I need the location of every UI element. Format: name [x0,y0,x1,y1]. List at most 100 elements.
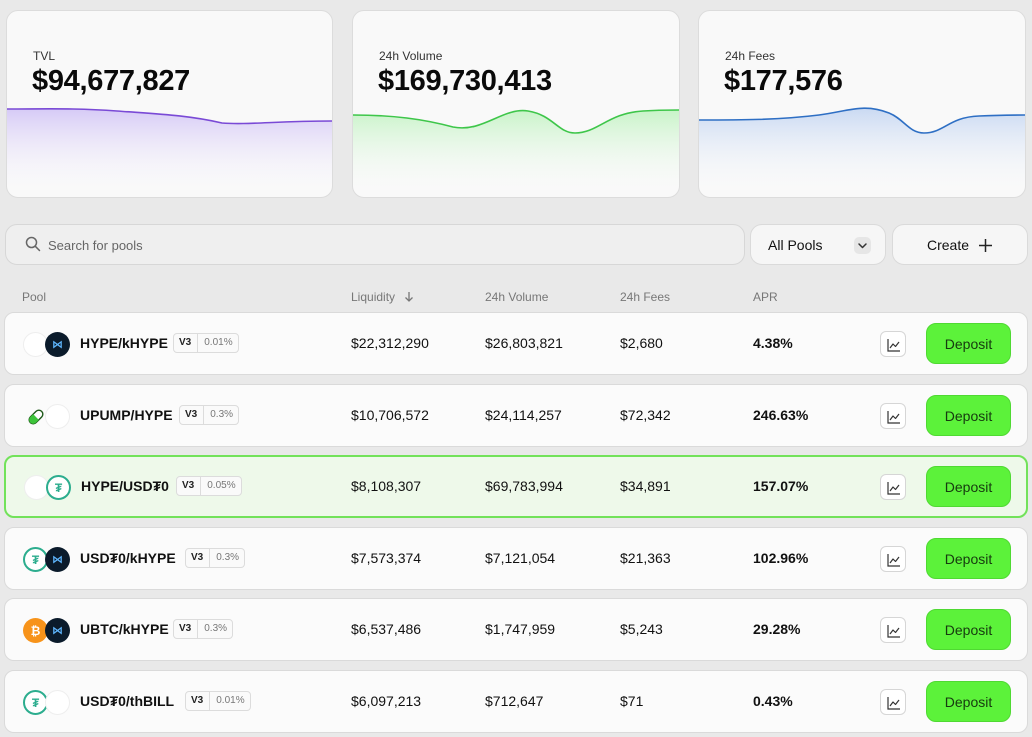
pool-fee-tier: 0.01% [204,337,233,348]
hype-token-icon [24,475,49,500]
pool-fee-tier: 0.3% [210,409,234,420]
pool-version-badge: V3 0.01% [185,691,251,711]
pool-volume: $26,803,821 [485,335,563,351]
upump-token-icon [23,404,48,429]
hype-token-icon [45,404,70,429]
pool-pair-name: HYPE/kHYPE [80,335,168,351]
line-chart-icon [887,554,900,567]
deposit-button[interactable]: Deposit [926,538,1011,579]
pool-chart-button[interactable] [880,403,906,429]
pool-fee-tier: 0.3% [216,552,240,563]
pool-fee-tier: 0.05% [207,480,236,491]
pool-pair-name: UBTC/kHYPE [80,621,169,637]
deposit-button[interactable]: Deposit [926,681,1011,722]
create-label: Create [927,237,970,253]
header-liquidity[interactable]: Liquidity [351,290,414,305]
pool-chart-button[interactable] [880,546,906,572]
deposit-button[interactable]: Deposit [926,395,1011,436]
header-pool: Pool [22,290,47,304]
arrow-down-icon [404,291,414,305]
pool-pair-name: UPUMP/HYPE [80,407,173,423]
chevron-down-icon [854,237,871,254]
usdt-token-icon: ₮ [46,475,71,500]
token-pair-icons: ₮ [23,690,73,716]
pool-apr: 102.96% [753,550,809,566]
fees-label: 24h Fees [725,49,776,63]
pool-fees: $2,680 [620,335,663,351]
deposit-button[interactable]: Deposit [926,609,1011,650]
pool-pair-name: HYPE/USD₮0 [81,478,169,494]
pool-chart-button[interactable] [880,331,906,357]
token-pair-icons: ⋈ [23,332,73,358]
pool-apr: 4.38% [753,335,793,351]
pool-row[interactable]: UPUMP/HYPE V3 0.3% $10,706,572 $24,114,257 $7… [4,384,1028,447]
pool-fees: $72,342 [620,407,671,423]
pool-volume: $7,121,054 [485,550,556,566]
token-pair-icons: ₮ [24,475,74,501]
hype-token-icon [23,332,48,357]
search-bar[interactable] [5,224,745,265]
pool-apr: 29.28% [753,621,801,637]
pool-volume: $1,747,959 [485,621,556,637]
pool-version-badge: V3 0.3% [173,619,234,639]
pool-pair-name: USD₮0/thBILL [80,693,175,709]
deposit-button[interactable]: Deposit [926,323,1011,364]
khype-token-icon: ⋈ [45,332,70,357]
pool-liquidity: $22,312,290 [351,335,429,351]
pool-pair-name: USD₮0/kHYPE [80,550,176,566]
pool-liquidity: $8,108,307 [351,478,422,494]
header-apr[interactable]: APR [753,290,778,304]
pool-fees: $5,243 [620,621,663,637]
pool-version: V3 [186,692,211,710]
volume-card: 24h Volume $169,730,413 [352,10,680,198]
pool-fees: $71 [620,693,644,709]
pool-version: V3 [186,549,211,567]
pool-row[interactable]: ⋈ HYPE/kHYPE V3 0.01% $22,312,290 $26,803,821… [4,312,1028,375]
khype-token-icon: ⋈ [45,547,70,572]
pool-liquidity: $7,573,374 [351,550,422,566]
pool-volume: $24,114,257 [485,407,562,423]
tvl-card: TVL $94,677,827 [6,10,333,198]
thbill-token-icon [45,690,70,715]
line-chart-icon [887,625,900,638]
pool-filter-value: All Pools [768,237,823,253]
pool-liquidity: $6,097,213 [351,693,422,709]
header-fees[interactable]: 24h Fees [620,290,671,304]
pool-version-badge: V3 0.3% [179,405,240,425]
token-pair-icons [23,404,73,430]
pool-version: V3 [174,334,199,352]
pool-volume: $712,647 [485,693,544,709]
tvl-sparkline [7,108,332,197]
pool-version: V3 [180,406,205,424]
token-pair-icons: ₿ ⋈ [23,618,73,644]
pool-row[interactable]: ₮ ⋈ USD₮0/kHYPE V3 0.3% $7,573,374 $7,121,054 $… [4,527,1028,590]
create-pool-button[interactable]: Create [892,224,1028,265]
pool-chart-button[interactable] [880,474,906,500]
pool-fees: $21,363 [620,550,671,566]
plus-icon [978,238,993,258]
pool-version-badge: V3 0.05% [176,476,242,496]
search-icon [25,236,41,257]
pool-chart-button[interactable] [880,689,906,715]
pool-filter-dropdown[interactable]: All Pools [750,224,886,265]
volume-value: $169,730,413 [378,65,552,97]
btc-token-icon: ₿ [23,618,48,643]
header-liquidity-label: Liquidity [351,290,396,304]
pool-row[interactable]: ₮ USD₮0/thBILL V3 0.01% $6,097,213 $712,647 $7… [4,670,1028,733]
fees-sparkline [699,107,1025,197]
pool-row[interactable]: ₮ HYPE/USD₮0 V3 0.05% $8,108,307 $69,783,994 $… [4,455,1028,518]
deposit-button[interactable]: Deposit [926,466,1011,507]
pool-volume: $69,783,994 [485,478,563,494]
pool-version-badge: V3 0.3% [185,548,246,568]
tvl-label: TVL [33,49,56,63]
line-chart-icon [887,482,900,495]
pool-row[interactable]: ₿ ⋈ UBTC/kHYPE V3 0.3% $6,537,486 $1,747,959 $5… [4,598,1028,661]
pool-chart-button[interactable] [880,617,906,643]
line-chart-icon [887,697,900,710]
token-pair-icons: ₮ ⋈ [23,547,73,573]
pool-apr: 246.63% [753,407,809,423]
tvl-value: $94,677,827 [32,65,190,97]
search-input[interactable] [48,234,728,256]
pool-liquidity: $10,706,572 [351,407,429,423]
header-volume[interactable]: 24h Volume [485,290,549,304]
